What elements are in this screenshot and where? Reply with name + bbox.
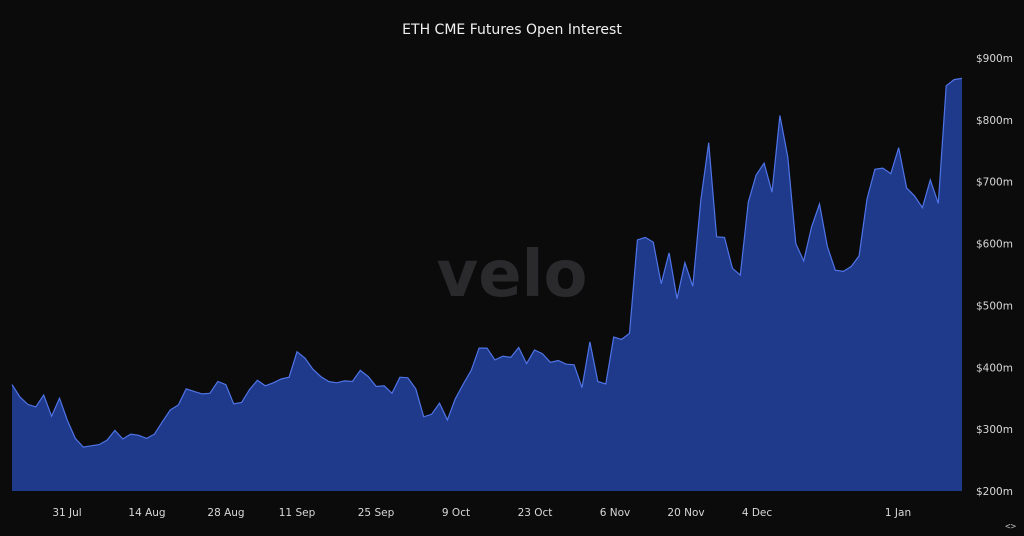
nav-arrows-icon[interactable]: <> xyxy=(1005,522,1016,532)
x-tick-label: 4 Dec xyxy=(742,507,773,519)
y-tick-label: $400m xyxy=(976,362,1013,374)
x-tick-label: 6 Nov xyxy=(600,507,631,519)
x-tick-label: 11 Sep xyxy=(279,507,316,519)
y-tick-label: $800m xyxy=(976,115,1013,127)
y-tick-label: $500m xyxy=(976,300,1013,312)
watermark-logo: velo xyxy=(436,238,587,312)
x-tick-label: 9 Oct xyxy=(442,507,470,519)
y-tick-label: $700m xyxy=(976,177,1013,189)
x-tick-label: 20 Nov xyxy=(667,507,704,519)
x-tick-label: 28 Aug xyxy=(207,507,244,519)
x-axis: 31 Jul 14 Aug 28 Aug 11 Sep 25 Sep 9 Oct 23 Oc… xyxy=(52,507,911,519)
y-axis: $200m $300m $400m $500m $600m $700m $800m $900m xyxy=(976,53,1013,498)
x-tick-label: 25 Sep xyxy=(358,507,395,519)
chart-title: ETH CME Futures Open Interest xyxy=(402,22,622,38)
x-tick-label: 1 Jan xyxy=(885,507,911,519)
y-tick-label: $900m xyxy=(976,53,1013,65)
y-tick-label: $600m xyxy=(976,239,1013,251)
y-tick-label: $200m xyxy=(976,486,1013,498)
x-tick-label: 23 Oct xyxy=(518,507,553,519)
series-area xyxy=(12,78,962,492)
x-tick-label: 31 Jul xyxy=(52,507,81,519)
y-tick-label: $300m xyxy=(976,424,1013,436)
x-tick-label: 14 Aug xyxy=(128,507,165,519)
series-line xyxy=(11,77,963,448)
